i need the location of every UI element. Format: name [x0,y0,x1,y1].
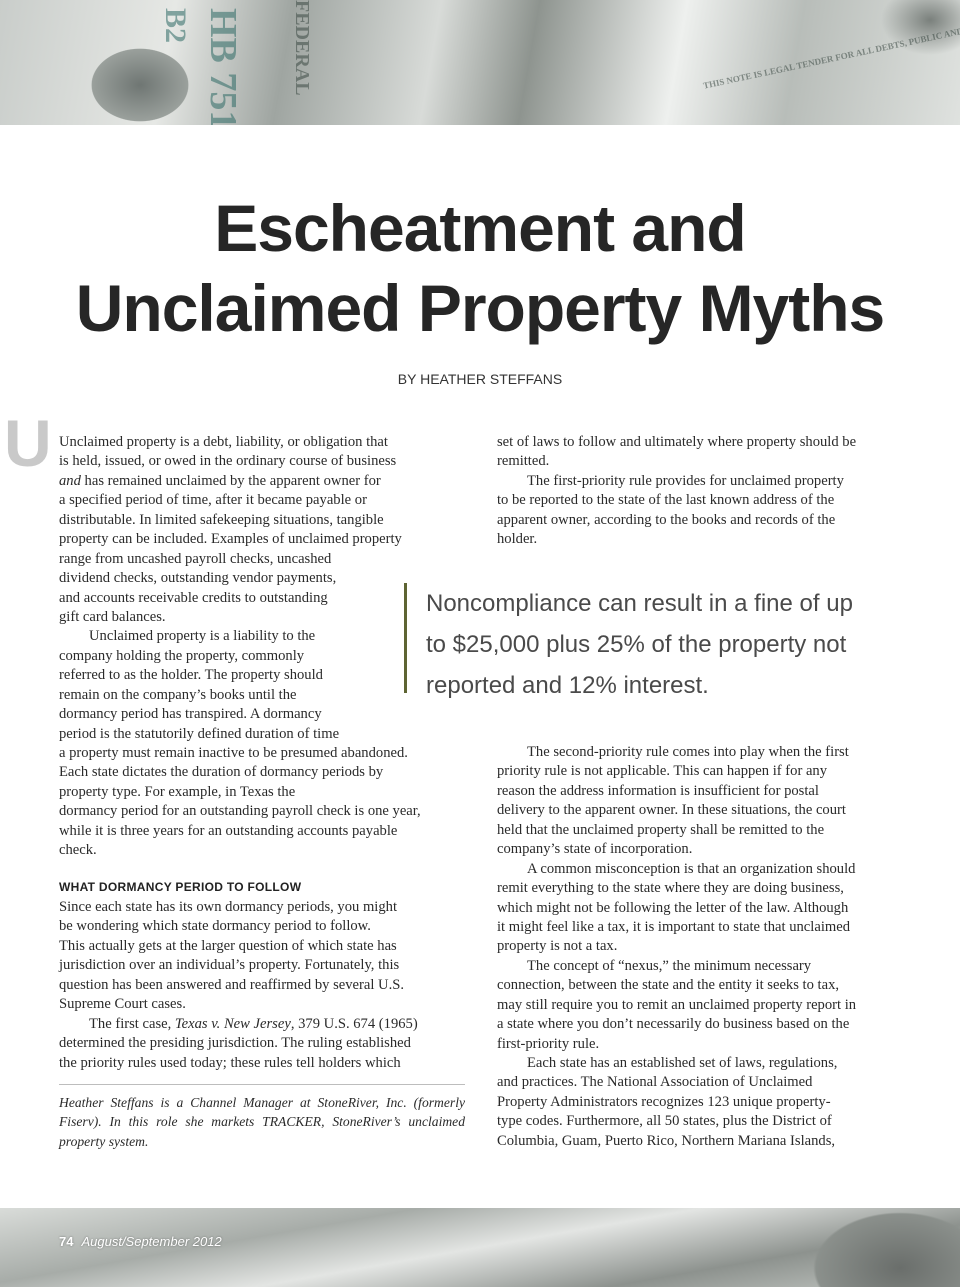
section-heading: WHAT DORMANCY PERIOD TO FOLLOW [59,880,302,894]
text-line: it might feel like a tax, it is importan… [497,918,851,935]
text-line: property can be included. Examples of un… [59,531,402,548]
text-line: The concept of “nexus,” the minimum nece… [527,957,812,974]
text-line: a state where you don’t necessarily do b… [497,1016,850,1033]
text-line: company holding the property, commonly [59,647,305,664]
page-footer: 74 August/September 2012 [59,1234,222,1249]
drop-cap: U [4,406,52,480]
text-line: delivery to the apparent owner. In these… [497,802,846,819]
title-line-1: Escheatment and [214,191,747,265]
text-line: remit everything to the state where they… [497,880,844,897]
text-line: a property must remain inactive to be pr… [59,745,408,761]
text-line: the priority rules used today; these rul… [59,1054,401,1071]
text-line: The first-priority rule provides for unc… [527,472,844,489]
text-line: to be reported to the state of the last … [497,492,835,509]
text-line: property is not a tax. [497,938,618,955]
text-line: holder. [497,531,538,548]
text-line: remitted. [497,453,550,470]
text-line: The second-priority rule comes into play… [527,744,849,760]
text-line: Unclaimed property is a liability to the [89,628,316,645]
text-line: reason the address information is insuff… [497,782,819,799]
text-line: Since each state has its own dormancy pe… [59,899,398,915]
text-line: may still require you to remit an unclai… [497,996,857,1013]
text-line: held that the unclaimed property shall b… [497,821,825,838]
byline: BY HEATHER STEFFANS [397,371,563,387]
text-line: while it is three years for an outstandi… [59,822,398,839]
text-segment: , 379 U.S. 674 (1965) [290,1015,418,1032]
text-line: be wondering which state dormancy period… [59,918,371,935]
bill-federal-text: FEDERAL [291,0,313,96]
right-column-bottom: The second-priority rule comes into play… [497,743,856,1151]
text-line: range from uncashed payroll checks, unca… [59,550,332,567]
bill-legal-tender-text: THIS NOTE IS LEGAL TENDER FOR ALL DEBTS,… [702,17,960,91]
text-line: dormancy period for an outstanding payro… [59,803,421,820]
text-line: Property Administrators recognizes 123 u… [497,1093,831,1110]
page-number: 74 [59,1234,74,1249]
text-line: priority rule is not applicable. This ca… [497,763,828,780]
header-banknote-photo: B2 HB 751 FEDERAL THIS NOTE IS LEGAL TEN… [0,0,960,125]
text-segment: The first case, [89,1015,175,1032]
text-line: first-priority rule. [497,1035,600,1052]
footer-banknote-photo [0,1208,960,1287]
text-line: jurisdiction over an individual’s proper… [59,957,400,974]
text-line: dividend checks, outstanding vendor paym… [59,570,337,587]
pull-quote: Noncompliance can result in a fine of up… [404,583,853,699]
pull-quote-line: to $25,000 plus 25% of the property not [426,631,847,658]
text-line: is held, issued, or owed in the ordinary… [59,453,397,470]
article-title: Escheatment and Unclaimed Property Myths [0,188,960,348]
text-line: distributable. In limited safekeeping si… [59,511,384,528]
text-line: connection, between the state and the en… [497,977,840,994]
text-line: apparent owner, according to the books a… [497,511,836,528]
text-line: and has remained unclaimed by the appare… [59,472,421,491]
text-line: remain on the company’s books until the [59,686,297,703]
text-line: determined the presiding jurisdiction. T… [59,1035,411,1052]
author-bio: Heather Steffans is a Channel Manager at… [59,1095,465,1149]
text-line: type codes. Furthermore, all 50 states, … [497,1113,832,1130]
text-line: gift card balances. [59,608,166,625]
left-column-intro: Unclaimed property is a debt, liability,… [59,433,421,861]
text-line: Each state has an established set of law… [527,1055,838,1071]
text-line: property type. For example, in Texas the [59,783,296,800]
italic-text: and [59,472,81,489]
italic-text: Texas v. New Jersey [174,1015,291,1032]
text-line: Unclaimed property is a debt, liability,… [59,434,388,450]
text-line: and practices. The National Association … [497,1074,813,1091]
text-segment: has remained unclaimed by the apparent o… [80,472,381,489]
right-column-top: set of laws to follow and ultimately whe… [497,433,856,550]
bio-divider [59,1084,465,1085]
text-line: referred to as the holder. The property … [59,667,323,684]
text-line: and accounts receivable credits to outst… [59,589,328,606]
text-line: Each state dictates the duration of dorm… [59,764,384,781]
text-line: company’s state of incorporation. [497,841,693,858]
serial-number: HB 751 [202,8,244,125]
text-line: question has been answered and reaffirme… [59,976,404,993]
text-line: Supreme Court cases. [59,996,186,1013]
text-line: a specified period of time, after it bec… [59,492,367,509]
serial-suffix: B2 [159,8,192,44]
issue-date: August/September 2012 [81,1234,222,1249]
text-line: set of laws to follow and ultimately whe… [497,434,857,450]
pull-quote-line: Noncompliance can result in a fine of up [426,590,853,617]
text-line: This actually gets at the larger questio… [59,937,397,954]
title-line-2: Unclaimed Property Myths [75,271,886,345]
pull-quote-line: reported and 12% interest. [426,672,709,699]
text-line: The first case, Texas v. New Jersey, 379… [59,1015,418,1034]
text-line: which might not be following the letter … [497,899,849,916]
text-line: Columbia, Guam, Puerto Rico, Northern Ma… [497,1132,836,1149]
text-line: period is the statutorily defined durati… [59,725,340,742]
text-line: check. [59,842,97,859]
left-column-section: Since each state has its own dormancy pe… [59,898,418,1073]
text-line: dormancy period has transpired. A dorman… [59,706,322,723]
text-line: A common misconception is that an organi… [527,860,856,877]
